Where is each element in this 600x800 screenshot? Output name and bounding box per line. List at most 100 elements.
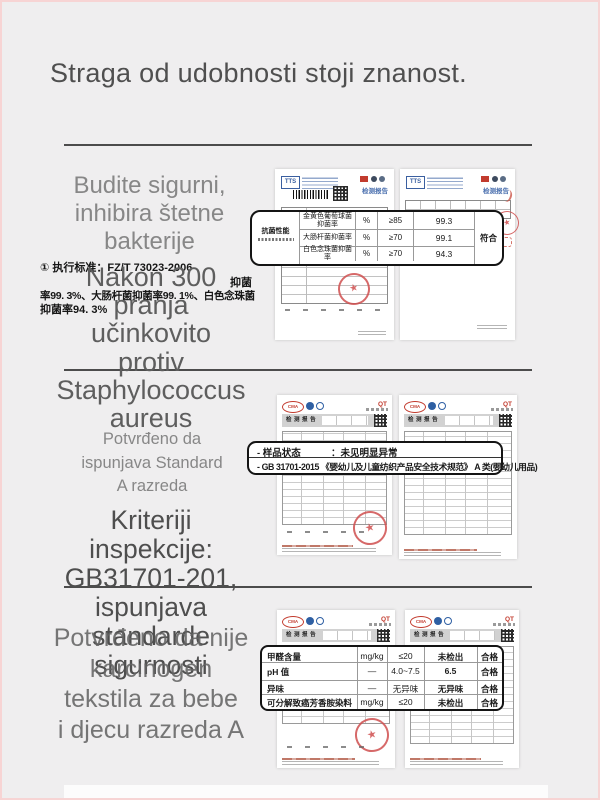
subheading-line: A razreda bbox=[116, 477, 188, 495]
cert-header-lines bbox=[427, 176, 463, 189]
table-cell-result: 合格 bbox=[480, 652, 498, 662]
cert-header-lines bbox=[366, 408, 388, 411]
report-title-band: 检 测 报 告 bbox=[282, 414, 387, 427]
certification-badge-icon bbox=[371, 176, 377, 182]
certification-badge-icon bbox=[481, 176, 489, 182]
table-cell-unit: % bbox=[356, 212, 378, 229]
certification-badge-icon bbox=[492, 176, 498, 182]
table-cell-result: 符合 bbox=[474, 212, 502, 264]
section1-heading: Budite sigurni, inhibira štetne bakterij… bbox=[32, 172, 267, 256]
sample-status-label: - 样品状态 bbox=[257, 448, 301, 459]
standard-note-line4: 抑菌率94. 3% bbox=[40, 304, 108, 316]
table-cell-name: 可分解致癌芳香胺染料 bbox=[267, 698, 353, 708]
subheading-line: Potvrđeno da bbox=[102, 430, 202, 448]
certification-badge-icon bbox=[500, 176, 506, 182]
certification-badge-icon bbox=[306, 402, 314, 410]
sample-status-value: ：未见明显异常 bbox=[331, 448, 398, 459]
table-cell-name: pH 值 bbox=[267, 667, 290, 677]
divider-line bbox=[64, 144, 532, 146]
overlay-line: Staphylococcus bbox=[56, 374, 246, 405]
standard-note-line3: 率99. 3%、大肠杆菌抑菌率99. 1%、白色念珠菌 bbox=[40, 290, 255, 302]
table-cell-limit: ≤20 bbox=[398, 697, 413, 707]
table-line bbox=[300, 229, 474, 230]
table-cell-unit: — bbox=[367, 666, 377, 676]
certification-badge-icon bbox=[438, 402, 446, 410]
qr-code bbox=[333, 186, 348, 201]
qt-logo: QT bbox=[502, 401, 512, 408]
subheading-line: ispunjava Standard bbox=[81, 453, 223, 472]
table-line bbox=[424, 647, 425, 709]
table-cell-limit: 无异味 bbox=[392, 684, 419, 694]
cert-footer-lines bbox=[404, 552, 501, 556]
table-line bbox=[262, 680, 502, 681]
antibacterial-result-callout: 抗菌性能 金黄色葡萄球菌抑菌率 % ≥85 99.3 大肠杆菌抑菌率 % ≥70… bbox=[250, 210, 504, 266]
report-title-band: 检 测 报 告 bbox=[410, 629, 514, 642]
overlay-line: pranja bbox=[113, 290, 189, 321]
overlay-line: protiv bbox=[117, 346, 185, 377]
standard-note-line1: ① 执行标准：FZ/T 73023-2006 bbox=[40, 262, 193, 274]
qr-code bbox=[499, 414, 512, 427]
table-cell-value: 未检出 bbox=[437, 698, 464, 708]
certification-badge-icon bbox=[428, 402, 436, 410]
section2-subheading: Potvrđeno da ispunjava Standard A razred… bbox=[37, 428, 267, 499]
report-fields bbox=[449, 631, 496, 640]
heading-line: ispunjava bbox=[95, 592, 207, 622]
table-line bbox=[387, 647, 388, 709]
cert-footer-lines bbox=[282, 548, 377, 552]
certificate-page-2-left: CMA QT 检 测 报 告 ★ bbox=[277, 395, 392, 555]
table-cell-unit: mg/kg bbox=[360, 651, 384, 661]
table-cell-limit: ≥85 bbox=[378, 212, 414, 229]
report-title-band: 检 测 报 告 bbox=[282, 629, 390, 642]
report-title: 检 测 报 告 bbox=[286, 417, 317, 423]
safety-test-callout: 甲醛含量 mg/kg ≤20 未检出 合格 pH 值 — 4.0~7.5 6.5… bbox=[260, 645, 504, 711]
table-cell-value: 99.1 bbox=[435, 232, 453, 243]
qr-code bbox=[501, 629, 514, 642]
cert-footer-lines bbox=[477, 325, 507, 329]
certificate-page-2-right: CMA QT 检 测 报 告 bbox=[399, 395, 517, 559]
cert-footer-company bbox=[404, 549, 478, 551]
cma-logo: CMA bbox=[282, 616, 304, 628]
heading-line: inhibira štetne bbox=[74, 200, 225, 227]
table-cell-name: 甲醛含量 bbox=[267, 652, 302, 662]
qt-logo: QT bbox=[380, 616, 390, 623]
cert-footer-lines bbox=[410, 761, 504, 765]
report-title: 检 测 报 告 bbox=[286, 632, 317, 638]
report-title-band: 检 测 报 告 bbox=[404, 414, 512, 427]
report-title: 检 测 报 告 bbox=[414, 632, 445, 638]
overlay-line: Nakon 300 bbox=[85, 262, 217, 292]
section1-overlay-text: Nakon 300 pranja učinkovito protiv Staph… bbox=[22, 263, 280, 432]
qr-code bbox=[377, 629, 390, 642]
table-cell-limit: ≥70 bbox=[378, 229, 414, 246]
cert-footer-company bbox=[410, 758, 481, 760]
signature-scribbles bbox=[287, 531, 367, 533]
heading-line: bakterije bbox=[104, 228, 195, 255]
report-title: 检测报告 bbox=[362, 188, 388, 195]
standard-note-line2: 抑菌 bbox=[230, 277, 252, 289]
section2-heading: Kriteriji inspekcije: GB31701-201, ispun… bbox=[22, 506, 280, 680]
overlay-line: karcinogen bbox=[89, 654, 213, 683]
divider-line bbox=[64, 586, 532, 588]
report-fields bbox=[445, 416, 493, 425]
table-cell-name: 异味 bbox=[267, 684, 285, 694]
page-title: Straga od udobnosti stoji znanost. bbox=[50, 58, 467, 88]
table-line bbox=[357, 647, 358, 709]
table-line bbox=[300, 246, 474, 247]
cma-logo: CMA bbox=[410, 616, 432, 628]
heading-line: GB31701-201, bbox=[64, 563, 238, 593]
certification-badge-icon bbox=[434, 617, 442, 625]
barcode bbox=[293, 190, 329, 199]
table-line bbox=[262, 662, 502, 663]
table-cell-result: 合格 bbox=[480, 667, 498, 677]
table-cell-item: 金黄色葡萄球菌抑菌率 bbox=[300, 212, 356, 229]
cert-footer-lines bbox=[358, 331, 386, 335]
cert-header-lines bbox=[493, 623, 515, 626]
table-cell-result: 合格 bbox=[480, 698, 498, 708]
overlay-line: učinkovito bbox=[90, 318, 212, 349]
table-cell-value: 94.3 bbox=[435, 248, 453, 259]
divider-line bbox=[64, 369, 532, 371]
signature-scribbles bbox=[287, 746, 367, 748]
report-fields bbox=[323, 631, 371, 640]
certification-badge-icon bbox=[316, 402, 324, 410]
heading-line: Budite sigurni, bbox=[73, 172, 226, 199]
certification-badge-icon bbox=[444, 617, 452, 625]
